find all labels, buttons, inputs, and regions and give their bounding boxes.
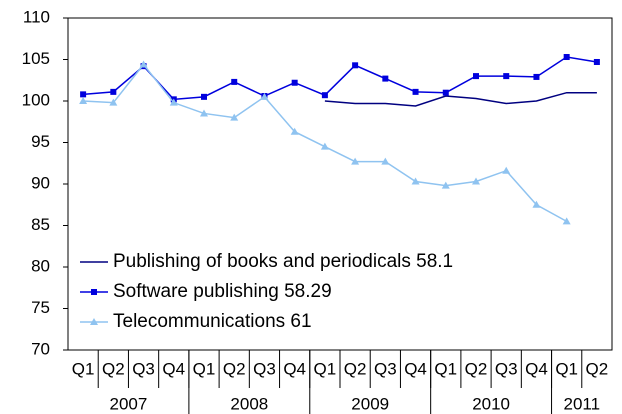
x-tick-label: Q3	[253, 359, 276, 378]
marker	[411, 177, 420, 185]
marker	[442, 89, 449, 96]
x-tick-label: Q4	[525, 359, 548, 378]
x-tick-label: Q3	[374, 359, 397, 378]
marker	[441, 181, 450, 189]
y-tick-label: 110	[23, 7, 50, 26]
series-line	[83, 56, 598, 101]
x-tick-label: Q1	[314, 359, 337, 378]
marker	[412, 88, 419, 95]
marker	[110, 88, 117, 95]
x-tick-label: Q3	[132, 359, 155, 378]
x-group-label: 2008	[230, 394, 268, 413]
marker	[562, 217, 571, 225]
marker	[593, 58, 600, 65]
y-tick-label: 75	[31, 298, 50, 317]
x-tick-label: Q2	[223, 359, 246, 378]
marker	[503, 73, 510, 80]
x-group-label: 2007	[110, 394, 148, 413]
legend-label: Publishing of books and periodicals 58.1	[113, 251, 453, 272]
marker	[563, 54, 570, 61]
marker	[533, 73, 540, 80]
y-tick-label: 100	[22, 90, 50, 109]
marker	[231, 78, 238, 85]
marker	[91, 289, 97, 295]
legend-bg	[76, 309, 596, 335]
x-tick-label: Q4	[404, 359, 427, 378]
x-tick-label: Q1	[434, 359, 457, 378]
x-tick-label: Q2	[586, 359, 609, 378]
y-tick-label: 70	[31, 339, 50, 358]
marker	[79, 97, 88, 104]
marker	[200, 109, 208, 117]
x-tick-label: Q1	[193, 359, 216, 378]
marker	[109, 98, 118, 106]
marker	[502, 166, 511, 174]
x-group-label: 2009	[351, 394, 389, 413]
marker	[532, 200, 541, 208]
y-tick-label: 85	[31, 215, 50, 234]
marker	[320, 142, 329, 150]
marker	[260, 92, 269, 100]
series-line	[324, 91, 597, 107]
y-tick-label: 90	[31, 173, 50, 192]
marker	[351, 157, 360, 165]
x-group-label: 2010	[472, 394, 510, 413]
marker	[290, 127, 299, 135]
marker	[381, 157, 390, 165]
legend-label: Software publishing 58.29	[113, 281, 332, 302]
marker	[291, 79, 298, 86]
marker	[472, 177, 480, 185]
x-group-label: 2011	[563, 394, 600, 413]
marker	[321, 92, 328, 99]
x-tick-label: Q2	[344, 359, 367, 378]
marker	[169, 98, 178, 106]
y-tick-label: 80	[31, 256, 50, 275]
marker	[230, 113, 239, 121]
marker	[382, 75, 389, 82]
marker	[139, 60, 148, 68]
marker	[80, 91, 87, 98]
x-tick-label: Q1	[555, 359, 578, 378]
x-tick-label: Q3	[495, 359, 518, 378]
x-tick-label: Q2	[465, 359, 488, 378]
x-tick-label: Q4	[162, 359, 185, 378]
legend-bg	[76, 279, 596, 305]
marker	[201, 93, 207, 100]
x-tick-label: Q1	[72, 359, 95, 378]
legend-label: Telecommunications 61	[113, 311, 312, 332]
marker	[352, 62, 359, 69]
y-tick-label: 105	[22, 49, 50, 68]
marker	[473, 73, 479, 80]
legend-bg	[76, 249, 596, 275]
y-tick-label: 95	[31, 132, 50, 151]
x-tick-label: Q2	[102, 359, 125, 378]
marker	[90, 318, 98, 325]
x-tick-label: Q4	[283, 359, 306, 378]
